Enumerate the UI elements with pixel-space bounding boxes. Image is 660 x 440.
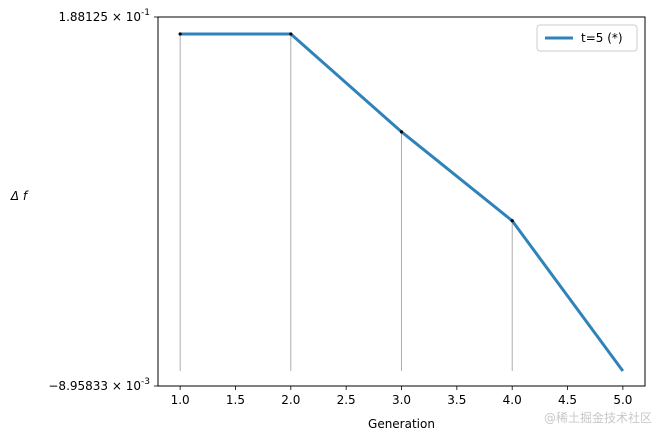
legend: t=5 (*) (536, 24, 638, 52)
y-tick-label: −8.95833 × 10-3 (48, 377, 150, 393)
x-tick-label: 3.5 (447, 393, 466, 407)
stem-lines (179, 34, 513, 371)
data-markers (178, 32, 514, 223)
x-tick-label: 4.5 (558, 393, 577, 407)
watermark-text: @稀土掘金技术社区 (544, 410, 652, 425)
data-marker (289, 32, 293, 36)
x-axis-ticks: 1.0 1.5 2.0 2.5 3.0 3.5 4.0 4.5 5.0 (171, 386, 632, 407)
x-tick-label: 3.0 (392, 393, 411, 407)
x-axis-label: Generation (368, 417, 435, 431)
x-tick-label: 1.0 (171, 393, 190, 407)
x-tick-label: 1.5 (226, 393, 245, 407)
x-tick-label: 4.0 (503, 393, 522, 407)
x-tick-label: 5.0 (613, 393, 632, 407)
legend-box (536, 24, 638, 52)
data-marker (178, 32, 182, 36)
legend-label: t=5 (*) (581, 31, 623, 45)
data-marker (399, 130, 404, 134)
x-tick-label: 2.5 (337, 393, 356, 407)
x-tick-label: 2.0 (281, 393, 300, 407)
data-marker (510, 219, 514, 223)
y-axis-label: Δ f (10, 189, 29, 203)
y-axis-ticks: 1.88125 × 10-1 −8.95833 × 10-3 (48, 8, 158, 393)
y-tick-label: 1.88125 × 10-1 (58, 8, 150, 24)
